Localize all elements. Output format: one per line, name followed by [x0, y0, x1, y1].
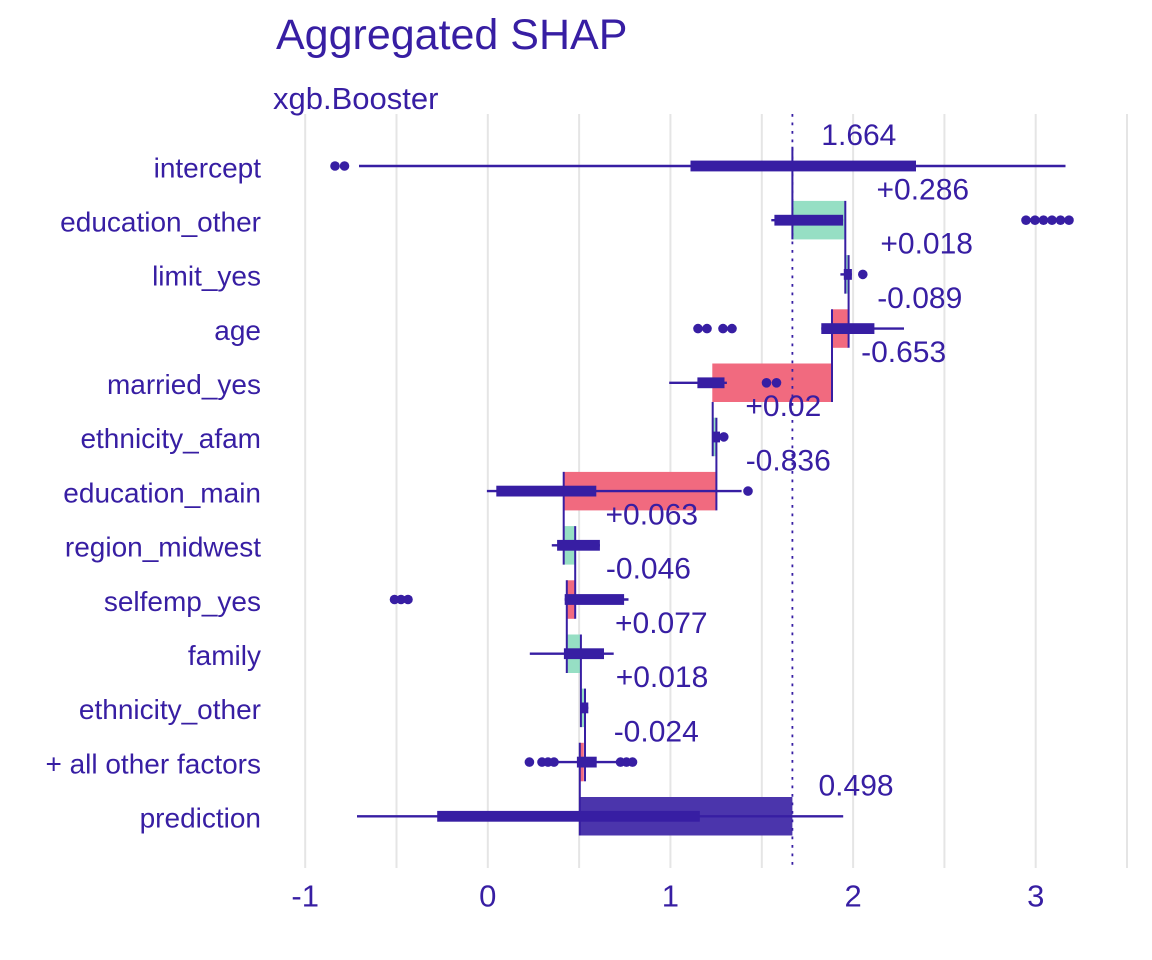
svg-text:+0.077: +0.077 [615, 607, 708, 640]
svg-text:2: 2 [844, 878, 861, 913]
svg-text:1.664: 1.664 [821, 119, 896, 152]
svg-text:ethnicity_other: ethnicity_other [79, 694, 261, 725]
svg-text:+0.018: +0.018 [880, 228, 973, 261]
svg-text:married_yes: married_yes [107, 369, 261, 400]
svg-text:family: family [188, 640, 261, 671]
svg-text:+0.018: +0.018 [616, 661, 709, 694]
svg-text:intercept: intercept [154, 152, 262, 183]
svg-text:+ all other factors: + all other factors [45, 748, 261, 779]
svg-text:-0.046: -0.046 [606, 553, 691, 586]
svg-text:+0.286: +0.286 [877, 173, 970, 206]
svg-text:education_main: education_main [63, 477, 261, 508]
svg-text:-0.836: -0.836 [746, 444, 831, 477]
svg-text:+0.063: +0.063 [606, 499, 699, 532]
svg-text:xgb.Booster: xgb.Booster [273, 81, 438, 116]
svg-text:age: age [214, 315, 261, 346]
svg-text:education_other: education_other [60, 207, 261, 238]
svg-text:ethnicity_afam: ethnicity_afam [80, 423, 261, 454]
svg-text:3: 3 [1027, 878, 1044, 913]
svg-text:region_midwest: region_midwest [65, 532, 261, 563]
svg-text:1: 1 [662, 878, 679, 913]
svg-text:prediction: prediction [140, 803, 261, 834]
svg-text:0: 0 [479, 878, 496, 913]
svg-text:0.498: 0.498 [819, 770, 894, 803]
svg-text:+0.02: +0.02 [745, 390, 821, 423]
svg-text:-0.089: -0.089 [877, 282, 962, 315]
svg-text:-1: -1 [291, 878, 319, 913]
svg-text:limit_yes: limit_yes [152, 261, 261, 292]
svg-text:-0.653: -0.653 [861, 336, 946, 369]
svg-text:selfemp_yes: selfemp_yes [104, 586, 261, 617]
svg-text:-0.024: -0.024 [614, 715, 699, 748]
svg-text:Aggregated SHAP: Aggregated SHAP [276, 11, 627, 59]
